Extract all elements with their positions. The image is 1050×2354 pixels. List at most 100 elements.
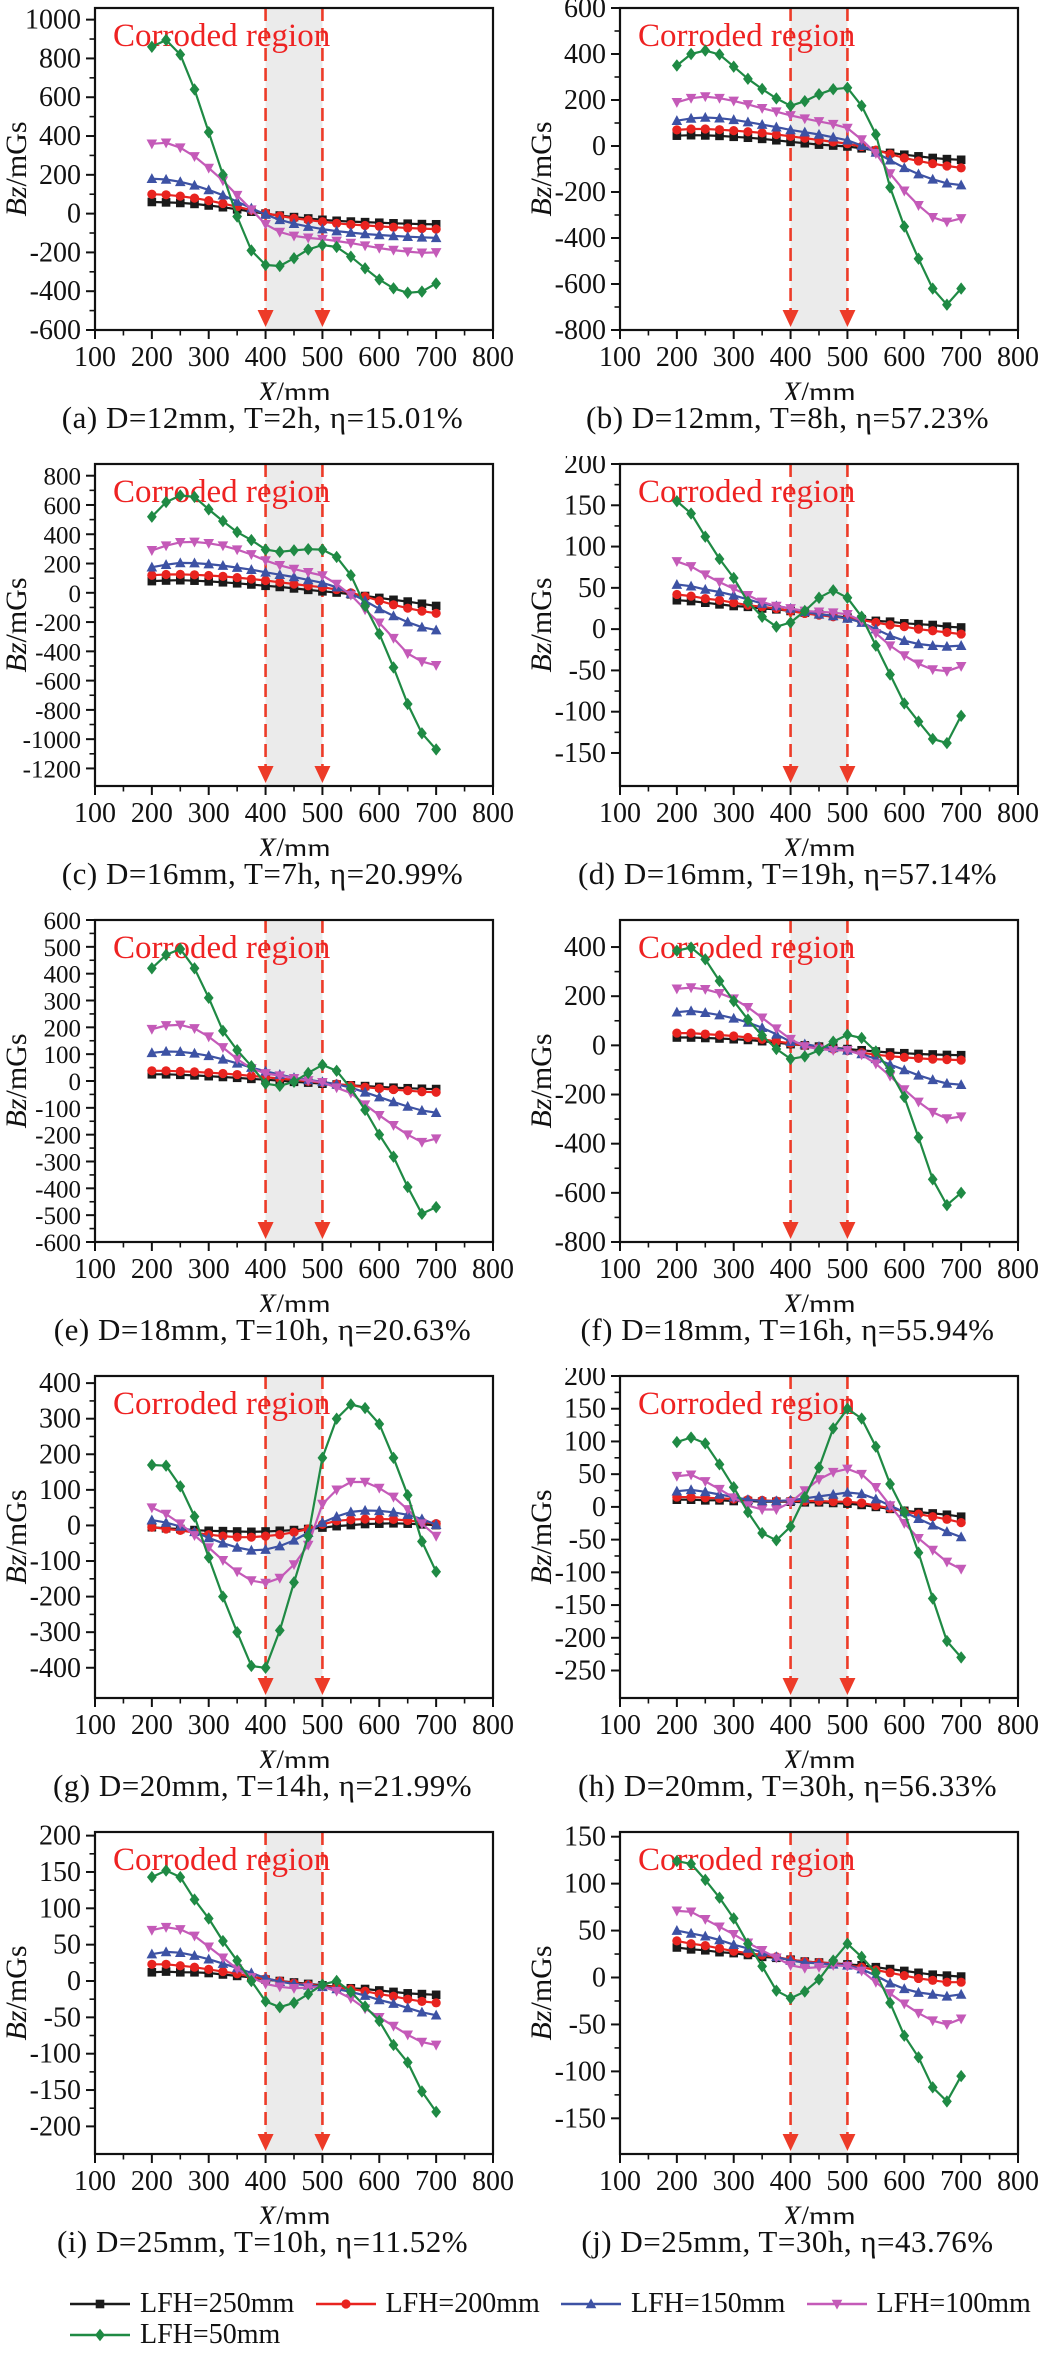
legend-label: LFH=50mm [140, 2319, 280, 2351]
series-marker [147, 1926, 158, 1936]
series-marker [672, 125, 681, 134]
x-axis-title: X/mm [256, 1744, 330, 1768]
y-tick-label: 0 [592, 1030, 606, 1061]
series-marker [957, 629, 966, 638]
y-tick-label: -150 [555, 2103, 606, 2134]
x-tick-label: 500 [826, 1710, 868, 1741]
series-marker [232, 526, 242, 538]
series-marker [956, 1989, 967, 1999]
x-tick-label: 200 [656, 2166, 698, 2197]
x-tick-label: 200 [131, 2166, 173, 2197]
x-tick-label: 700 [415, 1710, 457, 1741]
x-tick-label: 500 [301, 1710, 343, 1741]
y-tick-label: -400 [555, 1129, 606, 1160]
x-tick-label: 600 [883, 342, 925, 373]
y-tick-label: -100 [555, 2056, 606, 2087]
series-marker [700, 1477, 711, 1487]
series-marker [771, 92, 781, 104]
y-tick-label: -200 [555, 1080, 606, 1111]
x-tick-label: 700 [940, 798, 982, 829]
x-tick-label: 200 [656, 342, 698, 373]
series-marker [204, 1965, 213, 1974]
series-marker [161, 1510, 172, 1520]
y-tick-label: -250 [555, 1656, 606, 1687]
x-tick-label: 400 [770, 798, 812, 829]
series-marker [148, 1968, 157, 1977]
series-marker [857, 1412, 867, 1424]
series-marker [701, 1029, 710, 1038]
series-marker [148, 198, 157, 207]
x-tick-label: 400 [770, 342, 812, 373]
corroded-region-label: Corroded region [113, 1386, 330, 1422]
y-tick-label: 600 [39, 82, 81, 113]
series-marker [389, 661, 399, 673]
y-tick-label: 0 [592, 1963, 606, 1994]
y-tick-label: -300 [35, 1150, 81, 1177]
y-tick-label: 0 [592, 131, 606, 162]
series-marker [899, 1999, 910, 2009]
series-marker [246, 1660, 256, 1672]
x-tick-label: 600 [358, 1710, 400, 1741]
series-marker [332, 241, 342, 253]
y-tick-label: 200 [39, 1824, 81, 1852]
series-marker [161, 570, 170, 579]
series-marker [403, 1489, 413, 1501]
y-tick-label: 0 [69, 1069, 82, 1096]
y-tick-label: 0 [67, 1510, 81, 1541]
x-tick-label: 300 [188, 798, 230, 829]
series-marker [686, 1431, 696, 1443]
series-marker [432, 1998, 441, 2007]
y-tick-label: -400 [35, 639, 81, 666]
series-marker [758, 128, 767, 137]
series-marker [176, 1961, 185, 1970]
series-marker [942, 1558, 953, 1568]
series-marker [218, 1069, 227, 1078]
x-tick-label: 300 [713, 342, 755, 373]
series-marker [147, 1066, 156, 1075]
y-axis-title: Bz/mGs [0, 121, 33, 216]
x-tick-label: 600 [358, 798, 400, 829]
series-marker [757, 83, 767, 95]
y-tick-label: 150 [564, 1824, 606, 1853]
y-tick-label: -200 [30, 237, 81, 268]
series-marker [204, 196, 213, 205]
corroded-region-label: Corroded region [113, 474, 330, 510]
caption-i: (i) D=25mm, T=10h, η=11.52% [0, 2224, 525, 2280]
series-marker [402, 649, 413, 659]
y-tick-label: -800 [555, 315, 606, 346]
series-marker [885, 1968, 894, 1977]
y-tick-label: -200 [35, 610, 81, 637]
series-marker [161, 1960, 170, 1969]
series-marker [417, 606, 426, 615]
series-marker [672, 1936, 681, 1945]
series-marker [417, 1087, 426, 1096]
series-marker [957, 1518, 966, 1527]
x-tick-label: 500 [301, 342, 343, 373]
x-tick-label: 400 [245, 798, 287, 829]
circle-legend-marker-icon [314, 2293, 378, 2315]
series-marker [190, 1963, 199, 1972]
series-marker [914, 156, 923, 165]
y-tick-label: 1000 [25, 5, 81, 36]
series-marker [233, 1070, 242, 1079]
x-tick-label: 100 [599, 798, 641, 829]
series-marker [431, 661, 442, 671]
x-tick-label: 700 [940, 342, 982, 373]
y-tick-label: 50 [578, 1459, 606, 1490]
y-tick-label: 400 [39, 1368, 81, 1399]
y-tick-label: 100 [39, 1893, 81, 1924]
y-tick-label: 300 [39, 1404, 81, 1435]
y-tick-label: 0 [592, 1492, 606, 1523]
series-marker [233, 1533, 242, 1542]
y-tick-label: 800 [39, 43, 81, 74]
x-tick-label: 100 [599, 342, 641, 373]
series-marker [204, 1068, 213, 1077]
series-marker [771, 620, 781, 632]
series-marker [885, 1997, 895, 2009]
series-marker [701, 1941, 710, 1950]
